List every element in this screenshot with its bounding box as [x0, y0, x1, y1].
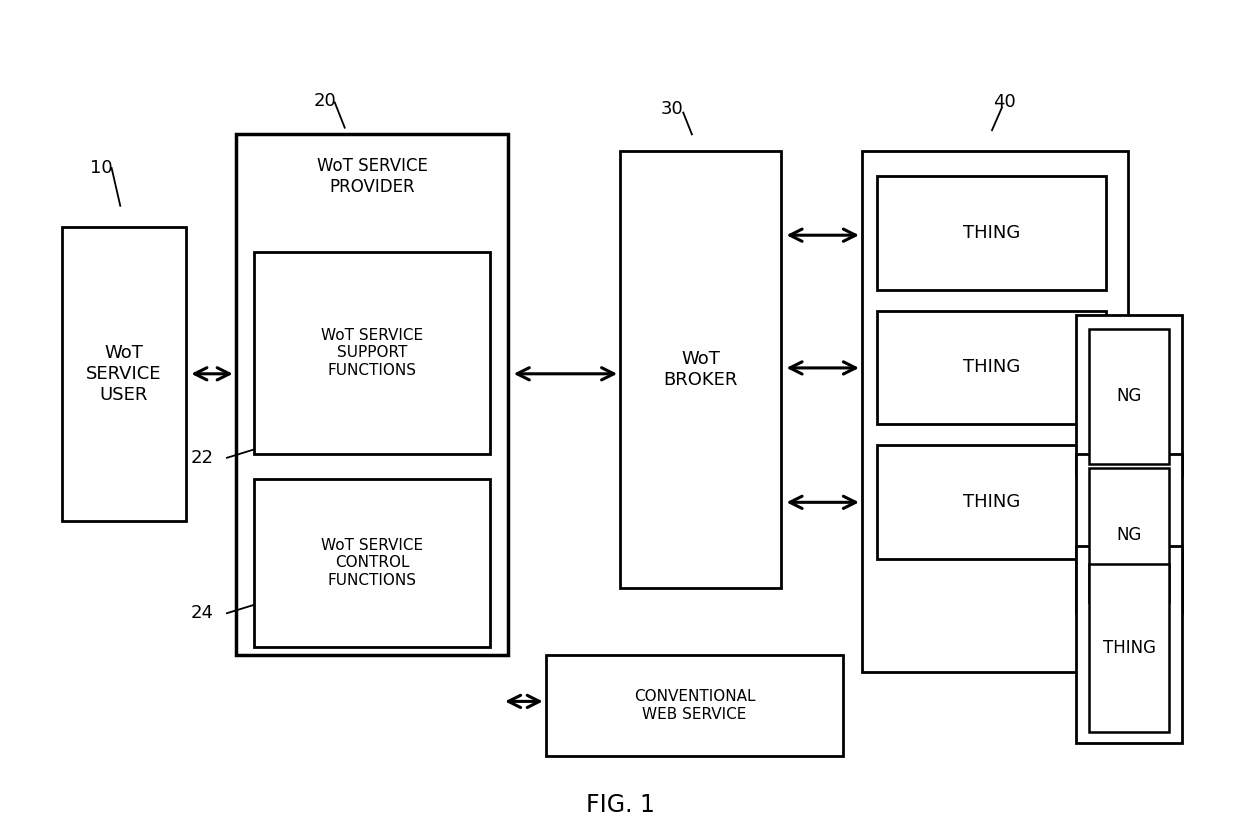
Bar [877, 311, 1106, 424]
Bar [62, 227, 186, 521]
Bar [877, 176, 1106, 290]
Text: WoT SERVICE
SUPPORT
FUNCTIONS: WoT SERVICE SUPPORT FUNCTIONS [321, 328, 423, 378]
Text: THING: THING [962, 493, 1021, 511]
Text: 10: 10 [91, 159, 113, 177]
Bar [877, 445, 1106, 559]
Text: NG: NG [1116, 387, 1142, 406]
Bar [1076, 454, 1182, 613]
Text: WoT SERVICE
PROVIDER: WoT SERVICE PROVIDER [316, 157, 428, 196]
Text: NG: NG [1116, 526, 1142, 544]
Text: 40: 40 [993, 93, 1016, 112]
Text: THING: THING [962, 359, 1021, 376]
Bar [1089, 329, 1169, 464]
Bar [546, 655, 843, 756]
Bar [236, 134, 508, 655]
Text: THING: THING [1102, 639, 1156, 658]
Bar [1089, 468, 1169, 602]
Text: WoT
BROKER: WoT BROKER [663, 350, 738, 389]
Bar [254, 252, 490, 454]
Text: FIG. 1: FIG. 1 [585, 793, 655, 816]
Text: 24: 24 [191, 604, 213, 622]
Text: 22: 22 [191, 449, 213, 467]
Bar [1089, 564, 1169, 732]
Text: THING: THING [962, 224, 1021, 242]
Text: WoT SERVICE
CONTROL
FUNCTIONS: WoT SERVICE CONTROL FUNCTIONS [321, 538, 423, 588]
Text: WoT
SERVICE
USER: WoT SERVICE USER [87, 344, 161, 403]
Text: CONVENTIONAL
WEB SERVICE: CONVENTIONAL WEB SERVICE [634, 690, 755, 722]
Bar [254, 479, 490, 647]
Bar [862, 151, 1128, 672]
Bar [1076, 546, 1182, 743]
Text: 30: 30 [661, 100, 683, 118]
Bar [1076, 315, 1182, 475]
Text: 20: 20 [314, 92, 336, 110]
Bar [620, 151, 781, 588]
